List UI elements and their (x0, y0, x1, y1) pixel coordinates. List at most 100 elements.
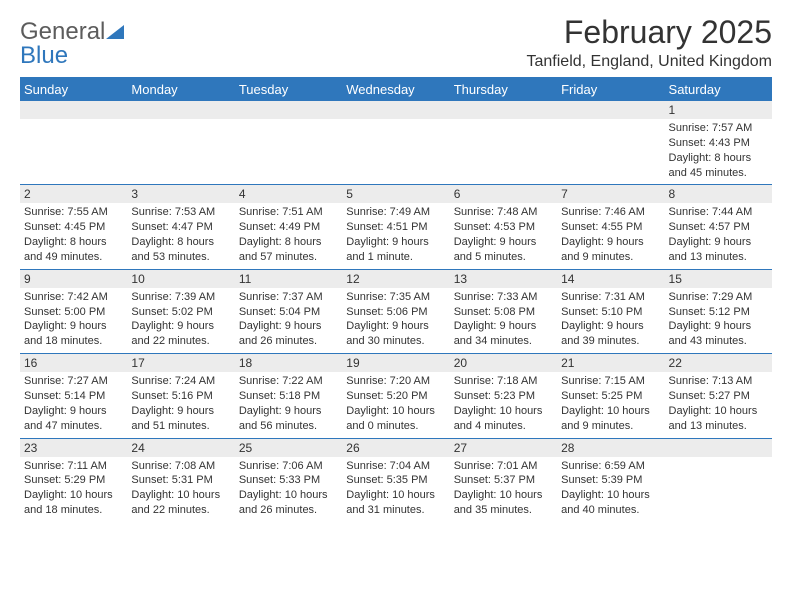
daylight-text: Daylight: 9 hours and 1 minute. (346, 235, 445, 265)
day-number-row: 3 (127, 185, 234, 203)
calendar-week: 23Sunrise: 7:11 AMSunset: 5:29 PMDayligh… (20, 439, 772, 522)
sunrise-text: Sunrise: 7:33 AM (454, 290, 553, 305)
day-info: Sunrise: 7:08 AMSunset: 5:31 PMDaylight:… (131, 459, 230, 518)
day-info: Sunrise: 7:48 AMSunset: 4:53 PMDaylight:… (454, 205, 553, 264)
day-number-row: 0 (342, 101, 449, 119)
day-number: 19 (342, 354, 363, 372)
day-number: 16 (20, 354, 41, 372)
calendar-cell: 13Sunrise: 7:33 AMSunset: 5:08 PMDayligh… (450, 270, 557, 353)
day-number: 20 (450, 354, 471, 372)
logo-text: General Blue (20, 20, 124, 68)
calendar-cell: 0 (557, 101, 664, 184)
day-header: Wednesday (342, 78, 449, 101)
day-number-row: 9 (20, 270, 127, 288)
day-number: 3 (127, 185, 142, 203)
calendar-cell: 0 (235, 101, 342, 184)
daylight-text: Daylight: 10 hours and 13 minutes. (669, 404, 768, 434)
day-number-row: 20 (450, 354, 557, 372)
sunset-text: Sunset: 5:25 PM (561, 389, 660, 404)
calendar-cell: 26Sunrise: 7:04 AMSunset: 5:35 PMDayligh… (342, 439, 449, 522)
sunset-text: Sunset: 4:47 PM (131, 220, 230, 235)
sunrise-text: Sunrise: 7:29 AM (669, 290, 768, 305)
sunset-text: Sunset: 5:35 PM (346, 473, 445, 488)
day-number-row: 4 (235, 185, 342, 203)
day-number: 5 (342, 185, 357, 203)
sunset-text: Sunset: 5:20 PM (346, 389, 445, 404)
sunrise-text: Sunrise: 7:06 AM (239, 459, 338, 474)
daylight-text: Daylight: 9 hours and 26 minutes. (239, 319, 338, 349)
sunset-text: Sunset: 4:57 PM (669, 220, 768, 235)
day-number-row: 11 (235, 270, 342, 288)
sunset-text: Sunset: 4:51 PM (346, 220, 445, 235)
day-info: Sunrise: 7:39 AMSunset: 5:02 PMDaylight:… (131, 290, 230, 349)
daylight-text: Daylight: 9 hours and 22 minutes. (131, 319, 230, 349)
day-number-row: 16 (20, 354, 127, 372)
day-header: Tuesday (235, 78, 342, 101)
sunrise-text: Sunrise: 7:48 AM (454, 205, 553, 220)
sunset-text: Sunset: 4:53 PM (454, 220, 553, 235)
day-number: 1 (665, 101, 680, 119)
daylight-text: Daylight: 8 hours and 45 minutes. (669, 151, 768, 181)
day-info: Sunrise: 7:24 AMSunset: 5:16 PMDaylight:… (131, 374, 230, 433)
sunrise-text: Sunrise: 7:35 AM (346, 290, 445, 305)
day-number: 10 (127, 270, 148, 288)
day-info: Sunrise: 7:13 AMSunset: 5:27 PMDaylight:… (669, 374, 768, 433)
day-number-row: 7 (557, 185, 664, 203)
daylight-text: Daylight: 10 hours and 31 minutes. (346, 488, 445, 518)
day-info: Sunrise: 7:04 AMSunset: 5:35 PMDaylight:… (346, 459, 445, 518)
day-number: 17 (127, 354, 148, 372)
daylight-text: Daylight: 10 hours and 4 minutes. (454, 404, 553, 434)
daylight-text: Daylight: 9 hours and 18 minutes. (24, 319, 123, 349)
day-number-row: 22 (665, 354, 772, 372)
sunrise-text: Sunrise: 6:59 AM (561, 459, 660, 474)
day-info: Sunrise: 7:49 AMSunset: 4:51 PMDaylight:… (346, 205, 445, 264)
sunset-text: Sunset: 5:10 PM (561, 305, 660, 320)
calendar-cell: 18Sunrise: 7:22 AMSunset: 5:18 PMDayligh… (235, 354, 342, 437)
daylight-text: Daylight: 10 hours and 26 minutes. (239, 488, 338, 518)
day-number-row: 2 (20, 185, 127, 203)
sunset-text: Sunset: 4:45 PM (24, 220, 123, 235)
daylight-text: Daylight: 10 hours and 40 minutes. (561, 488, 660, 518)
day-number-row: 17 (127, 354, 234, 372)
daylight-text: Daylight: 9 hours and 51 minutes. (131, 404, 230, 434)
sunrise-text: Sunrise: 7:31 AM (561, 290, 660, 305)
day-number-row: 27 (450, 439, 557, 457)
day-info: Sunrise: 7:44 AMSunset: 4:57 PMDaylight:… (669, 205, 768, 264)
day-number-row: 25 (235, 439, 342, 457)
sunrise-text: Sunrise: 7:04 AM (346, 459, 445, 474)
day-number-row: 14 (557, 270, 664, 288)
sunset-text: Sunset: 5:29 PM (24, 473, 123, 488)
daylight-text: Daylight: 9 hours and 56 minutes. (239, 404, 338, 434)
calendar-cell: 7Sunrise: 7:46 AMSunset: 4:55 PMDaylight… (557, 185, 664, 268)
day-number-row: 12 (342, 270, 449, 288)
title-block: February 2025 Tanfield, England, United … (527, 14, 773, 71)
day-header: Thursday (450, 78, 557, 101)
day-info: Sunrise: 7:37 AMSunset: 5:04 PMDaylight:… (239, 290, 338, 349)
day-header-row: SundayMondayTuesdayWednesdayThursdayFrid… (20, 78, 772, 101)
sunrise-text: Sunrise: 7:27 AM (24, 374, 123, 389)
sunrise-text: Sunrise: 7:44 AM (669, 205, 768, 220)
daylight-text: Daylight: 8 hours and 49 minutes. (24, 235, 123, 265)
calendar-cell: 10 Sunrise: 7:39 AMSunset: 5:02 PMDayligh… (127, 270, 234, 353)
day-info: Sunrise: 7:11 AMSunset: 5:29 PMDaylight:… (24, 459, 123, 518)
calendar-cell: 0 (127, 101, 234, 184)
day-info: Sunrise: 7:53 AMSunset: 4:47 PMDaylight:… (131, 205, 230, 264)
daylight-text: Daylight: 8 hours and 53 minutes. (131, 235, 230, 265)
day-number-row: 21 (557, 354, 664, 372)
day-number: 15 (665, 270, 686, 288)
sunrise-text: Sunrise: 7:46 AM (561, 205, 660, 220)
sunset-text: Sunset: 5:12 PM (669, 305, 768, 320)
day-number: 2 (20, 185, 35, 203)
sunset-text: Sunset: 5:33 PM (239, 473, 338, 488)
sunrise-text: Sunrise: 7:39 AM (131, 290, 230, 305)
header: General Blue February 2025 Tanfield, Eng… (20, 14, 772, 71)
calendar-cell: 4Sunrise: 7:51 AMSunset: 4:49 PMDaylight… (235, 185, 342, 268)
day-number: 13 (450, 270, 471, 288)
day-number: 25 (235, 439, 256, 457)
calendar-cell: 5 Sunrise: 7:49 AMSunset: 4:51 PMDaylight… (342, 185, 449, 268)
daylight-text: Daylight: 10 hours and 18 minutes. (24, 488, 123, 518)
sunset-text: Sunset: 5:04 PM (239, 305, 338, 320)
sunrise-text: Sunrise: 7:20 AM (346, 374, 445, 389)
calendar-week: 16Sunrise: 7:27 AMSunset: 5:14 PMDayligh… (20, 354, 772, 438)
daylight-text: Daylight: 9 hours and 43 minutes. (669, 319, 768, 349)
